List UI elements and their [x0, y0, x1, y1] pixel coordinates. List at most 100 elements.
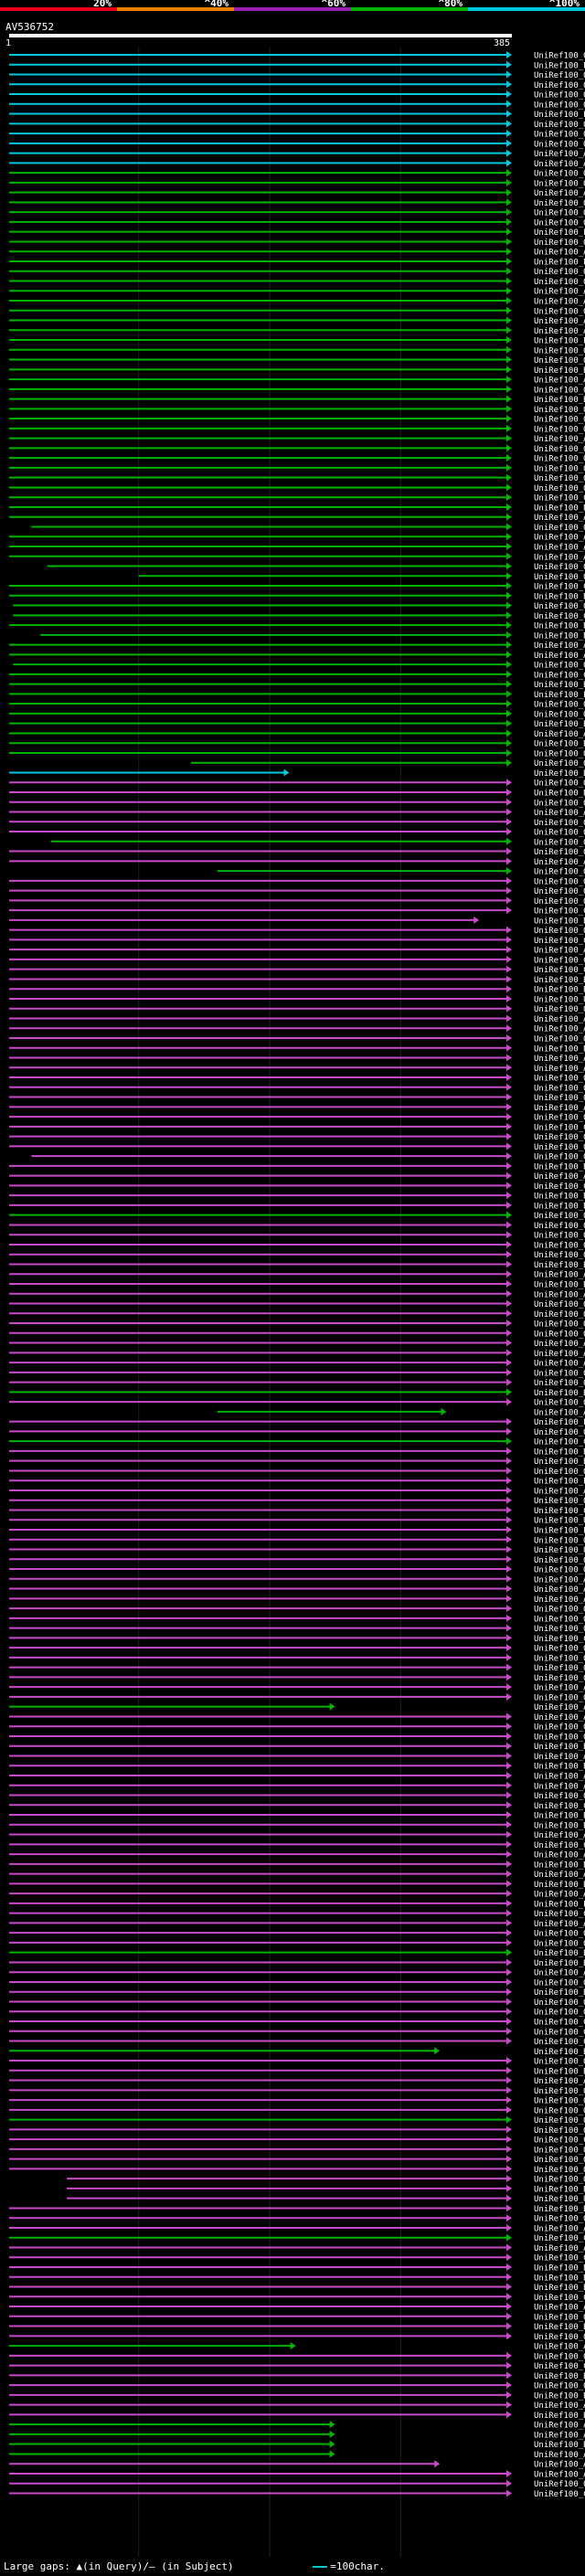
hit-label[interactable]: UniRef100_Q9M375: [534, 868, 585, 877]
hit-label[interactable]: UniRef100_Q6Q318: [534, 573, 585, 582]
hit-label[interactable]: UniRef100_Q8LGW5: [534, 799, 585, 808]
hit-label[interactable]: UniRef100_P12653: [534, 1900, 585, 1909]
hit-label[interactable]: UniRef100_UPI000...: [534, 995, 585, 1004]
hit-label[interactable]: UniRef100_A2XOG2: [534, 2077, 585, 2086]
hit-label[interactable]: UniRef100_Q9ZP20: [534, 710, 585, 719]
hit-label[interactable]: UniRef100_Q84TI4: [534, 445, 585, 454]
hit-label[interactable]: UniRef100_A9PER3: [534, 1487, 585, 1496]
hit-label[interactable]: UniRef100_Q0SRY6: [534, 484, 585, 493]
hit-label[interactable]: UniRef100_A7QQE4: [534, 2401, 585, 2411]
hit-label[interactable]: UniRef100_Q8W353: [534, 749, 585, 758]
hit-label[interactable]: UniRef100_B0E284: [534, 1821, 585, 1830]
hit-label[interactable]: UniRef100_B6SZY7: [534, 2391, 585, 2401]
hit-label[interactable]: UniRef100_A2Q827: [534, 1290, 585, 1299]
hit-label[interactable]: UniRef100_Q10S49: [534, 1978, 585, 1988]
hit-label[interactable]: UniRef100_Q7XZT2: [534, 140, 585, 149]
hit-label[interactable]: UniRef100_B2SZJ8: [534, 2067, 585, 2076]
hit-label[interactable]: UniRef100_C0PR46: [534, 1182, 585, 1192]
hit-label[interactable]: UniRef100_Q659T1: [534, 1320, 585, 1330]
hit-label[interactable]: UniRef100_A9QR22: [534, 1782, 585, 1791]
hit-label[interactable]: UniRef100_B1P8D4: [534, 1743, 585, 1752]
hit-label[interactable]: UniRef100_C7J8R7: [534, 2254, 585, 2263]
hit-label[interactable]: UniRef100_B9F4D5: [534, 2372, 585, 2381]
hit-label[interactable]: UniRef100_Q5Z296: [534, 1939, 585, 1948]
hit-label[interactable]: UniRef100_O22330: [534, 278, 585, 287]
hit-label[interactable]: UniRef100_B4FTF8: [534, 1447, 585, 1457]
hit-label[interactable]: UniRef100_A4G2D1: [534, 1831, 585, 1840]
hit-label[interactable]: UniRef100_A2XOG7: [534, 1595, 585, 1605]
hit-label[interactable]: UniRef100_B9IBM5: [534, 504, 585, 513]
hit-label[interactable]: UniRef100_Q9ZT23: [534, 2087, 585, 2096]
hit-label[interactable]: UniRef100_Q9M7I6: [534, 455, 585, 464]
hit-label[interactable]: UniRef100_A0XC09: [534, 1684, 585, 1693]
hit-label[interactable]: UniRef100_B8STC0: [534, 1389, 585, 1398]
hit-label[interactable]: UniRef100_Q67Y2: [534, 1654, 585, 1663]
hit-label[interactable]: UniRef100_Q9C6C8: [534, 1035, 585, 1044]
hit-label[interactable]: UniRef100_Q9W5I9: [534, 1251, 585, 1260]
hit-label[interactable]: UniRef100_Q9FQD6: [534, 1153, 585, 1162]
hit-label[interactable]: UniRef100_Q56266: [534, 425, 585, 434]
hit-label[interactable]: UniRef100_Q9XX98: [534, 1556, 585, 1565]
hit-label[interactable]: UniRef100_Q56H1: [534, 662, 585, 671]
hit-label[interactable]: UniRef100_C5YTU0: [534, 2028, 585, 2037]
hit-label[interactable]: UniRef100_Q7XZS9: [534, 170, 585, 179]
hit-label[interactable]: UniRef100_B9SI80: [534, 1458, 585, 1467]
hit-label[interactable]: UniRef100_Q04522: [534, 406, 585, 415]
hit-label[interactable]: UniRef100_UPI000...: [534, 1546, 585, 1555]
hit-label[interactable]: UniRef100_Q8H8E0: [534, 1674, 585, 1683]
hit-label[interactable]: UniRef100_A4YV08: [534, 2244, 585, 2253]
hit-label[interactable]: UniRef100_Q84VH3: [534, 1399, 585, 1408]
hit-label[interactable]: UniRef100_Q9STB9: [534, 2009, 585, 2018]
hit-label[interactable]: UniRef100_Q8GR13: [534, 1212, 585, 1221]
hit-label[interactable]: UniRef100_A2WQ21: [534, 1969, 585, 1978]
hit-label[interactable]: UniRef100_Q2A261: [534, 1005, 585, 1014]
hit-label[interactable]: UniRef100_Q2UC29: [534, 2106, 585, 2115]
hit-label[interactable]: UniRef100_A5BJA9: [534, 1773, 585, 1782]
hit-label[interactable]: UniRef100_Q84TK0: [534, 209, 585, 218]
hit-label[interactable]: UniRef100_Q5DUH0: [534, 268, 585, 277]
hit-label[interactable]: UniRef100_B8EWN0: [534, 2185, 585, 2194]
hit-label[interactable]: UniRef100_Q9SFE1: [534, 1606, 585, 1615]
hit-label[interactable]: UniRef100_A1CN39: [534, 1713, 585, 1723]
hit-label[interactable]: UniRef100_A1X1E8: [534, 2343, 585, 2352]
hit-label[interactable]: UniRef100_A7PJS8: [534, 1871, 585, 1880]
hit-label[interactable]: UniRef100_Q8H8D6: [534, 2058, 585, 2067]
hit-label[interactable]: UniRef100_Q9ZS16: [534, 1133, 585, 1142]
hit-label[interactable]: UniRef100_UPI000...: [534, 2195, 585, 2204]
hit-label[interactable]: UniRef100_A7Q086: [534, 298, 585, 307]
hit-label[interactable]: UniRef100_B4UW80: [534, 769, 585, 779]
hit-label[interactable]: UniRef100_P30109: [534, 258, 585, 267]
hit-label[interactable]: UniRef100_Q8GTB7: [534, 1645, 585, 1654]
hit-label[interactable]: UniRef100_C5WZ11: [534, 2038, 585, 2047]
hit-label[interactable]: UniRef100_A6P3W7: [534, 809, 585, 818]
hit-label[interactable]: UniRef100_O9C8C7: [534, 1232, 585, 1241]
hit-label[interactable]: UniRef100_Q9SFS4: [534, 759, 585, 769]
hit-label[interactable]: UniRef100_A7PTU9: [534, 544, 585, 553]
hit-label[interactable]: UniRef100_A0NKK9: [534, 1055, 585, 1064]
hit-label[interactable]: UniRef100_A2WKV9: [534, 2451, 585, 2460]
hit-label[interactable]: UniRef100_Q9ZP62: [534, 701, 585, 710]
hit-label[interactable]: UniRef100_A2Z082: [534, 2461, 585, 2470]
hit-label[interactable]: UniRef100_C5WZ08: [534, 2136, 585, 2146]
hit-label[interactable]: UniRef100_Q8GTC1: [534, 1792, 585, 1801]
hit-label[interactable]: UniRef100_B1B5E6: [534, 1261, 585, 1270]
hit-label[interactable]: UniRef100_C5YU49: [534, 1123, 585, 1132]
hit-label[interactable]: UniRef100_B9TOU0: [534, 592, 585, 601]
hit-label[interactable]: UniRef100_A6YPM1: [534, 1575, 585, 1585]
hit-label[interactable]: UniRef100_Q9SG83: [534, 1998, 585, 2008]
hit-label[interactable]: UniRef100_Q01454: [534, 2333, 585, 2342]
hit-label[interactable]: UniRef100_B9EW59: [534, 1959, 585, 1968]
hit-label[interactable]: UniRef100_B4FV03: [534, 2274, 585, 2283]
hit-label[interactable]: UniRef100_C5YTU5: [534, 1438, 585, 1447]
hit-label[interactable]: UniRef100_Q0ZS50: [534, 2166, 585, 2175]
hit-label[interactable]: UniRef100_Q7XZT3: [534, 71, 585, 80]
hit-label[interactable]: UniRef100_A2WZ51: [534, 1360, 585, 1369]
hit-label[interactable]: UniRef100_Q9SR38: [534, 2352, 585, 2361]
hit-label[interactable]: UniRef100_C5WZ12: [534, 2294, 585, 2303]
hit-label[interactable]: UniRef100_Q9FUS9: [534, 131, 585, 140]
hit-label[interactable]: UniRef100_Q9LHW5: [534, 1379, 585, 1388]
hit-label[interactable]: UniRef100_Q6K6G8: [534, 1615, 585, 1624]
hit-label[interactable]: UniRef100_B7FMG5: [534, 976, 585, 985]
hit-label[interactable]: UniRef100_Q9SXF0: [534, 1300, 585, 1309]
hit-label[interactable]: UniRef100_Q6C857: [534, 1241, 585, 1250]
